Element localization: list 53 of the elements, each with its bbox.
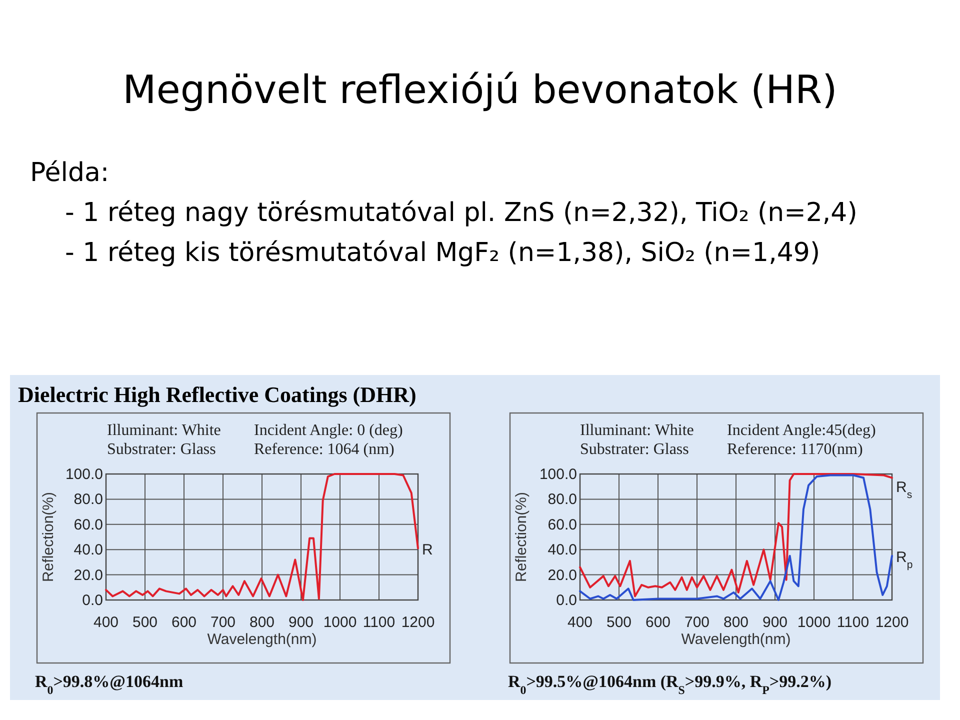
text: Substrater: Glass (580, 441, 689, 458)
chart-title: Dielectric High Reflective Coatings (DHR) (18, 382, 416, 407)
text: Megnövelt reflexiójú bevonatok (HR) (122, 68, 838, 113)
x-tick-label: 700 (210, 614, 236, 631)
y-tick-label: 80.0 (74, 491, 103, 508)
x-tick-label: 900 (762, 614, 788, 631)
x-tick-label: 900 (288, 614, 314, 631)
x-tick-label: 1000 (323, 614, 357, 631)
y-axis-title: Reflection(%) (40, 492, 57, 582)
x-tick-label: 400 (567, 614, 593, 631)
y-tick-label: 60.0 (548, 516, 577, 534)
line-series (105, 473, 419, 601)
text: Illuminant: White (107, 422, 221, 439)
y-tick-label: 40.0 (548, 542, 577, 559)
text: Incident Angle:45(deg) (727, 422, 876, 439)
x-tick-label: 1000 (797, 614, 831, 631)
text: Reference: 1064 (nm) (254, 441, 394, 458)
series-label: R$_{p}$ (896, 548, 913, 571)
text: Incident Angle: 0 (deg) (254, 422, 403, 439)
x-tick-label: 700 (684, 614, 710, 631)
text: Illuminant: White (580, 422, 694, 439)
x-tick-label: 500 (606, 614, 632, 631)
x-tick-label: 800 (249, 614, 275, 631)
y-tick-label: 80.0 (548, 491, 577, 508)
y-tick-label: 60.0 (74, 516, 103, 534)
x-axis-title: Wavelength(nm) (207, 631, 317, 648)
y-tick-label: 20.0 (74, 566, 103, 584)
text: - 1 réteg kis törésmutatóval MgF₂ (n=1,38), SiO₂ (n=1,49) (64, 237, 822, 270)
y-axis-title: Reflection(%) (513, 492, 530, 582)
y-tick-label: 40.0 (74, 542, 103, 559)
series-label: R$_{s}$ (896, 478, 912, 501)
x-tick-label: 600 (171, 614, 197, 631)
text: - 1 réteg nagy törésmutatóval pl. ZnS (n=2,32), TiO₂ (n=2,4) (64, 197, 858, 230)
y-tick-label: 20.0 (548, 566, 577, 584)
text: R$_{0}$>99.5%@1064nm (R$_{S}$>99.9%, R$_{P}$>99.2%) (508, 672, 832, 697)
x-tick-label: 1100 (362, 614, 396, 631)
y-tick-label: 0.0 (82, 592, 103, 609)
y-tick-label: 0.0 (556, 592, 577, 609)
text: Példa: (30, 157, 110, 190)
x-tick-label: 500 (132, 614, 158, 631)
x-tick-label: 1100 (836, 614, 870, 631)
text: Reference: 1170(nm) (727, 441, 863, 458)
x-tick-label: 800 (723, 614, 749, 631)
x-tick-label: 600 (645, 614, 671, 631)
text: Substrater: Glass (107, 441, 216, 458)
x-axis-title: Wavelength(nm) (681, 631, 791, 648)
x-tick-label: 1200 (401, 614, 435, 631)
series-label: R (422, 541, 433, 558)
x-tick-label: 1200 (875, 614, 909, 631)
y-tick-label: 100.0 (539, 466, 577, 483)
x-tick-label: 400 (93, 614, 119, 631)
text: R$_{0}$>99.8%@1064nm (35, 672, 184, 697)
y-tick-label: 100.0 (65, 466, 103, 483)
